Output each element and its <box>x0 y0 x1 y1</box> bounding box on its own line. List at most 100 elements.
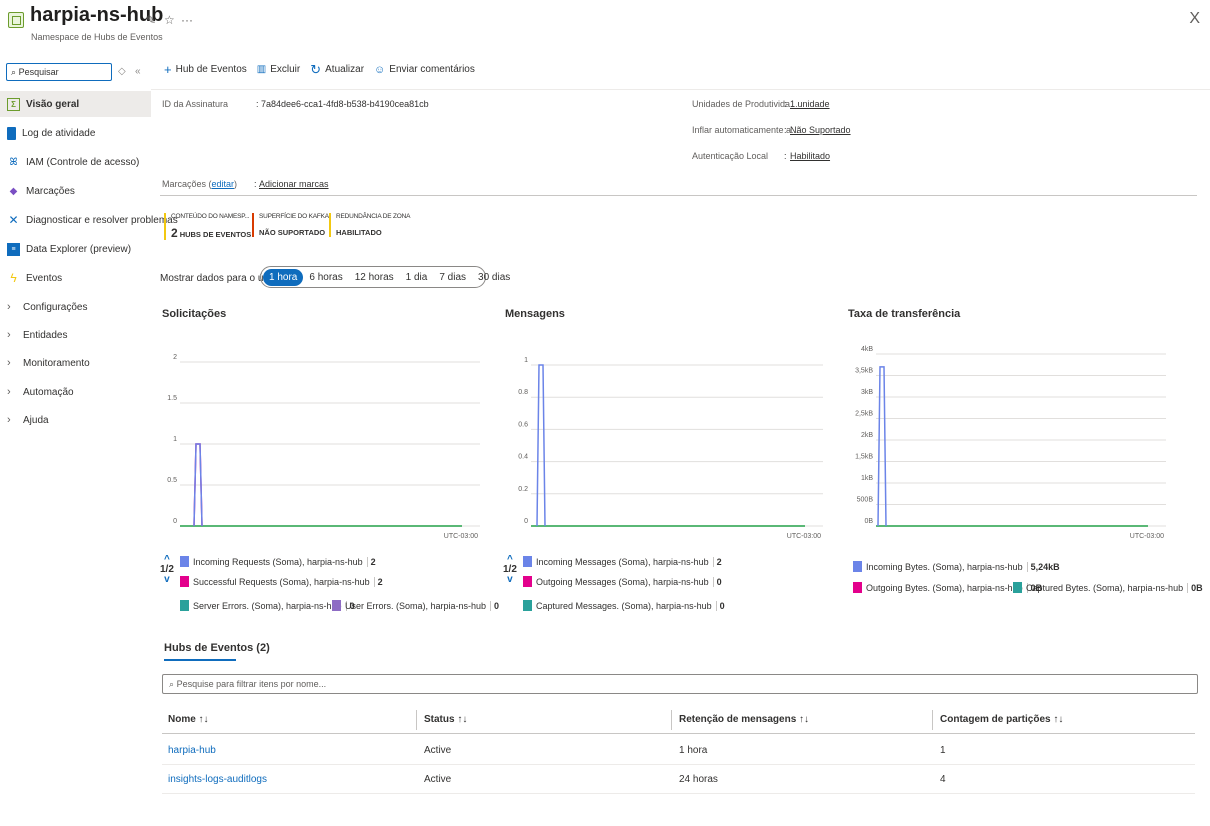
tile-value: NÃO SUPORTADO <box>259 228 326 237</box>
sidebar-item-monitoramento[interactable]: › Monitoramento <box>0 350 151 376</box>
more-options-icon[interactable]: ··· <box>181 13 193 27</box>
column-header-name[interactable]: Nome ↑↓ <box>168 714 209 725</box>
sidebar-item-label: Configurações <box>23 301 88 313</box>
overview-icon: Σ <box>7 97 20 111</box>
page-title: harpia-ns-hub <box>30 4 164 26</box>
close-icon[interactable]: X <box>1189 10 1200 27</box>
column-header-status[interactable]: Status ↑↓ <box>424 714 468 725</box>
sidebar-item-label: Eventos <box>26 272 63 284</box>
tile-kafka-surface: SUPERFÍCIE DO KAFKA NÃO SUPORTADO <box>252 213 329 237</box>
table-row[interactable]: insights-logs-auditlogs Active 24 horas … <box>162 766 1195 794</box>
sidebar-item-ajuda[interactable]: › Ajuda <box>0 407 151 433</box>
legend-item[interactable]: Incoming Messages (Soma), harpia-ns-hub 2 <box>523 556 722 567</box>
sidebar-item-log-atividade[interactable]: Log de atividade <box>0 120 151 146</box>
x-axis-timezone-label: UTC-03:00 <box>1130 533 1164 540</box>
sidebar-item-visao-geral[interactable]: Σ Visão geral <box>0 91 151 117</box>
legend-value: 0 <box>490 600 499 611</box>
add-event-hub-button[interactable]: + Hub de Eventos <box>164 63 247 76</box>
legend-item[interactable]: Incoming Requests (Soma), harpia-ns-hub 2 <box>180 556 376 567</box>
legend-label: Incoming Requests (Soma), harpia-ns-hub <box>193 556 363 567</box>
tags-label-text: Marcações ( <box>162 179 212 189</box>
legend-item[interactable]: Outgoing Bytes. (Soma), harpia-ns-hub 0B <box>853 582 1042 593</box>
sidebar-item-eventos[interactable]: ϟ Eventos <box>0 265 151 291</box>
sidebar-item-configuracoes[interactable]: › Configurações <box>0 294 151 320</box>
messages-pager-text: 1/2 <box>503 564 517 575</box>
throughput-units-link[interactable]: 1 unidade <box>790 99 830 109</box>
sort-icon[interactable]: ◇ <box>118 66 126 77</box>
time-range-6h[interactable]: 6 horas <box>309 271 343 283</box>
chevron-up-icon[interactable]: ^ <box>507 554 513 565</box>
sidebar-item-label: Automação <box>23 386 74 398</box>
iam-people-icon: ꕤ <box>9 156 18 168</box>
y-tick-label: 2 <box>173 354 177 361</box>
throughput-units-colon: : <box>784 99 787 109</box>
legend-swatch <box>180 556 189 567</box>
table-header: Nome ↑↓ Status ↑↓ Retenção de mensagens … <box>162 706 1195 734</box>
sidebar-item-data-explorer[interactable]: ≡ Data Explorer (preview) <box>0 236 151 262</box>
legend-swatch <box>332 600 341 611</box>
filter-placeholder: Pesquise para filtrar itens por nome... <box>176 679 327 689</box>
legend-item[interactable]: Captured Messages. (Soma), harpia-ns-hub… <box>523 600 725 611</box>
send-feedback-label: Enviar comentários <box>389 64 475 75</box>
time-range-1d[interactable]: 1 dia <box>405 271 428 283</box>
time-range-30d[interactable]: 30 dias <box>478 271 511 283</box>
pin-icon[interactable]: ✎ <box>146 13 157 27</box>
auto-inflate-link[interactable]: Não Suportado <box>790 125 851 135</box>
sidebar-item-automacao[interactable]: › Automação <box>0 379 151 405</box>
sidebar-item-iam[interactable]: ꕤ IAM (Controle de acesso) <box>0 149 151 175</box>
legend-label: Captured Bytes. (Soma), harpia-ns-hub <box>1026 582 1184 593</box>
column-header-partitions[interactable]: Contagem de partições ↑↓ <box>940 714 1064 725</box>
legend-swatch <box>523 600 532 611</box>
local-auth-link[interactable]: Habilitado <box>790 151 831 161</box>
legend-value: 0 <box>715 600 725 611</box>
page-subtitle: Namespace de Hubs de Eventos <box>31 32 163 42</box>
legend-item[interactable]: Server Errors. (Soma), harpia-ns-hub 0 <box>180 600 355 611</box>
hub-partitions: 4 <box>940 774 946 785</box>
chevron-up-icon[interactable]: ^ <box>164 554 170 565</box>
refresh-button[interactable]: ↻ Atualizar <box>310 63 365 76</box>
sidebar-search-input[interactable]: ⌕ Pesquisar <box>6 63 112 81</box>
edit-tags-link[interactable]: editar <box>211 179 235 189</box>
legend-item[interactable]: Outgoing Messages (Soma), harpia-ns-hub 0 <box>523 576 722 587</box>
hub-name-link[interactable]: insights-logs-auditlogs <box>168 774 267 785</box>
tab-event-hubs[interactable]: Hubs de Eventos (2) <box>164 642 270 654</box>
legend-item[interactable]: Captured Bytes. (Soma), harpia-ns-hub 0B <box>1013 582 1203 593</box>
sidebar-item-marcacoes[interactable]: ◆ Marcações <box>0 178 151 204</box>
y-tick-label: 0.4 <box>518 454 528 461</box>
throughput-chart[interactable]: 4kB 3,5kB 3kB 2,5kB 2kB 1,5kB 1kB 500B 0B UTC-03:… <box>846 345 1171 545</box>
local-auth-label: Autenticação Local <box>692 151 769 161</box>
y-tick-label: 0B <box>864 518 873 525</box>
requests-chart[interactable]: 2 1.5 1 0.5 0 UTC-03:00 <box>160 350 485 545</box>
time-range-1h[interactable]: 1 hora <box>263 268 304 286</box>
sidebar-item-label: Diagnosticar e resolver problemas <box>26 214 178 226</box>
time-range-7d[interactable]: 7 dias <box>439 271 467 283</box>
add-tags-link[interactable]: Adicionar marcas <box>259 179 329 189</box>
star-icon[interactable]: ☆ <box>164 13 175 27</box>
tags-colon: : <box>254 179 257 189</box>
legend-swatch <box>523 576 532 587</box>
refresh-label: Atualizar <box>325 64 365 75</box>
messages-chart[interactable]: 1 0.8 0.6 0.4 0.2 0 UTC-03:00 <box>503 350 828 545</box>
sidebar-item-label: Ajuda <box>23 414 49 426</box>
search-icon: ⌕ <box>169 679 175 689</box>
column-header-retention[interactable]: Retenção de mensagens ↑↓ <box>679 714 810 725</box>
sidebar-item-entidades[interactable]: › Entidades <box>0 322 151 348</box>
subscription-label: ID da Assinatura <box>162 99 229 109</box>
filter-input[interactable]: ⌕ Pesquise para filtrar itens por nome..… <box>162 674 1198 694</box>
table-row[interactable]: harpia-hub Active 1 hora 1 <box>162 737 1195 765</box>
essentials-divider <box>160 195 1197 196</box>
legend-item[interactable]: Successful Requests (Soma), harpia-ns-hu… <box>180 576 383 587</box>
legend-item[interactable]: Incoming Bytes. (Soma), harpia-ns-hub 5,2… <box>853 561 1060 572</box>
event-hubs-namespace-icon <box>8 12 24 28</box>
legend-value: 0B <box>1026 582 1042 593</box>
chevron-down-icon[interactable]: v <box>507 574 513 585</box>
time-range-12h[interactable]: 12 horas <box>354 271 394 283</box>
y-tick-label: 500B <box>857 497 874 504</box>
chevron-down-icon[interactable]: v <box>164 574 170 585</box>
delete-button[interactable]: ▥ Excluir <box>257 64 300 75</box>
collapse-sidebar-icon[interactable]: « <box>135 66 141 77</box>
hub-name-link[interactable]: harpia-hub <box>168 745 216 756</box>
send-feedback-button[interactable]: ☺ Enviar comentários <box>374 64 475 75</box>
sidebar-item-diagnosticar[interactable]: ✕ Diagnosticar e resolver problemas <box>0 207 177 233</box>
legend-item[interactable]: User Errors. (Soma), harpia-ns-hub 0 <box>332 600 499 611</box>
